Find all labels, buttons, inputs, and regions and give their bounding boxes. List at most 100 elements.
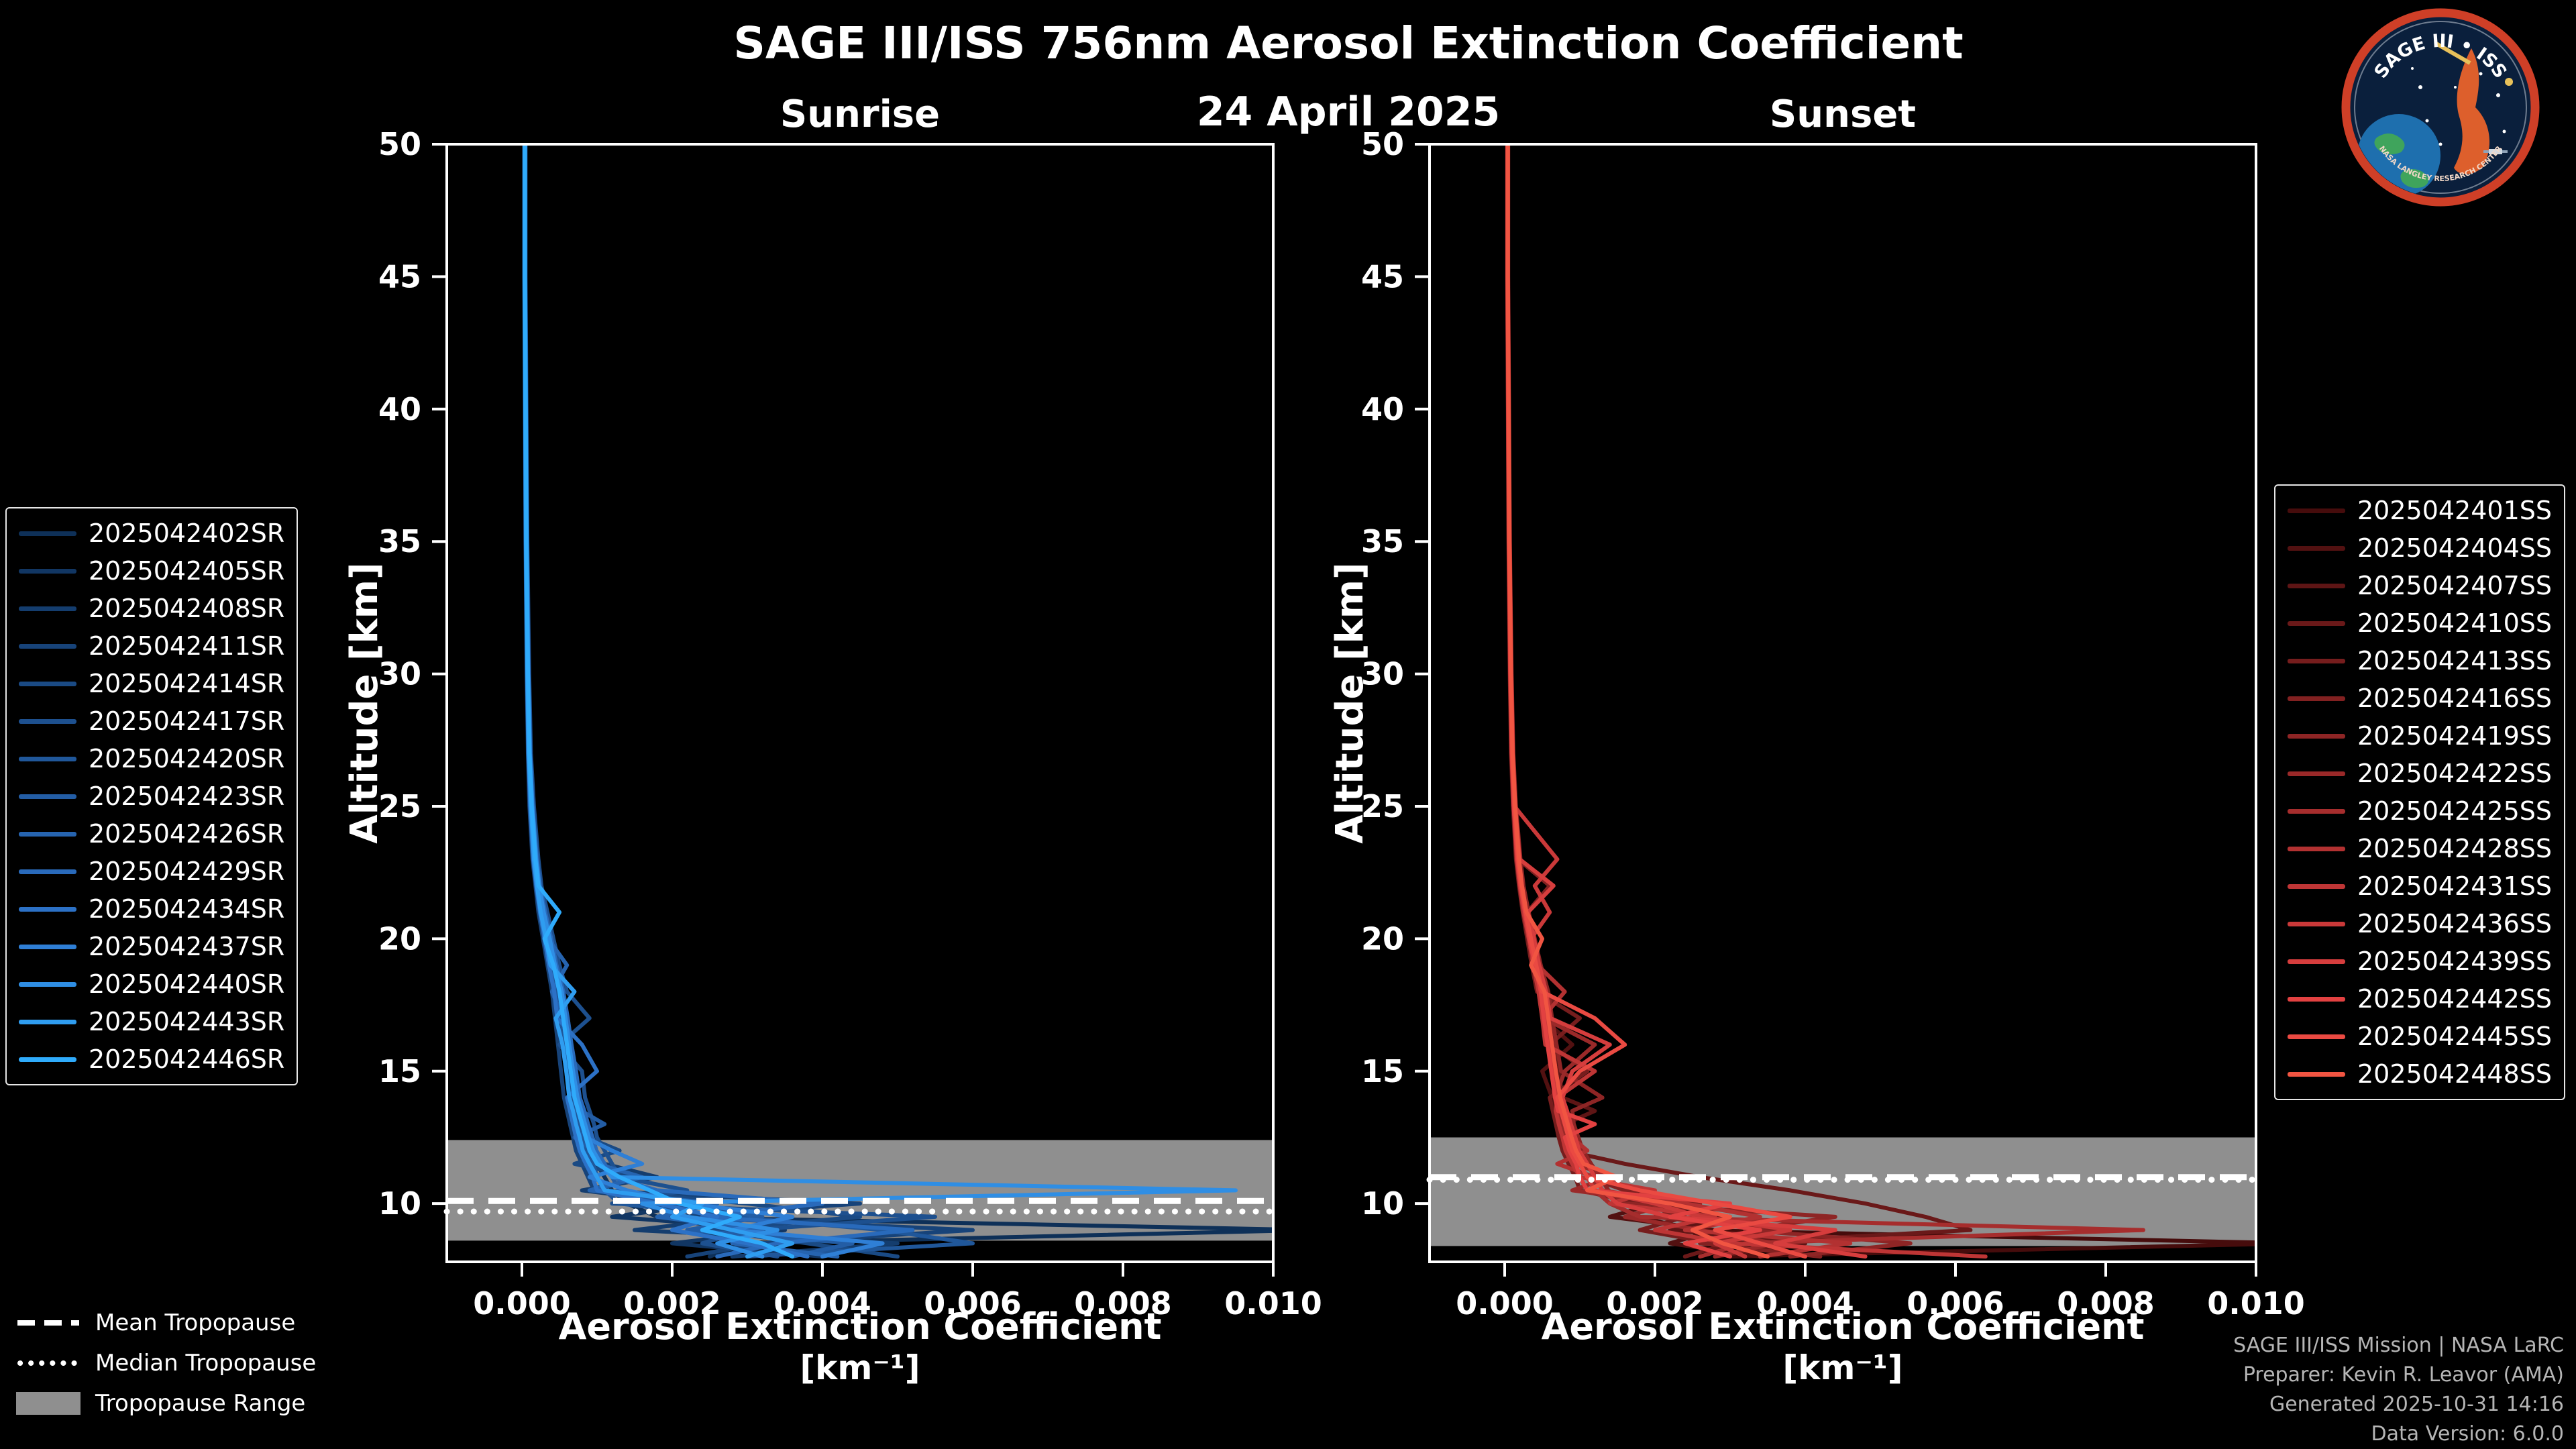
y-tick-label: 45: [378, 258, 421, 294]
y-tick-label: 10: [1361, 1185, 1404, 1222]
legend-color-line: [19, 906, 76, 912]
mean-tropopause-swatch: [17, 1320, 79, 1326]
sunrise-ylabel: Altitude [km]: [343, 562, 386, 844]
legend-item: 2025042448SS: [2287, 1059, 2552, 1089]
legend-color-line: [2287, 959, 2345, 964]
profile-line: [523, 144, 1273, 1259]
sunrise-legend: 2025042402SR 2025042405SR 2025042408SR 2025…: [5, 507, 299, 1085]
sunrise-xlabel-text: Aerosol Extinction Coefficient: [558, 1305, 1162, 1348]
legend-label: 2025042404SS: [2357, 533, 2552, 563]
y-tick-label: 40: [378, 391, 421, 427]
x-tick-label: 0.002: [623, 1285, 721, 1322]
patch-earth: [2357, 114, 2440, 197]
x-tick-label: 0.008: [2057, 1285, 2155, 1322]
sunrise-plot: 0.000 0.002 0.004 0.006 0.008 0.010 10 15 20 25 30…: [378, 126, 1322, 1322]
legend-label: 2025042440SR: [89, 969, 285, 999]
page-title: SAGE III/ISS 756nm Aerosol Extinction Co…: [733, 17, 1964, 69]
legend-item: 2025042401SS: [2287, 495, 2552, 526]
tropopause-range-legend-item: Tropopause Range: [16, 1389, 316, 1418]
x-tick-label: 0.006: [924, 1285, 1022, 1322]
legend-item: 2025042420SR: [19, 743, 284, 774]
legend-color-line: [19, 568, 76, 574]
legend-item: 2025042402SR: [19, 518, 284, 549]
legend-label: 2025042431SS: [2357, 871, 2552, 901]
legend-color-line: [2287, 771, 2345, 776]
legend-item: 2025042404SS: [2287, 533, 2552, 564]
tropopause-legend: Mean Tropopause Median Tropopause Tropop…: [16, 1308, 316, 1418]
y-tick-label: 45: [1361, 258, 1404, 294]
legend-label: 2025042425SS: [2357, 796, 2552, 826]
y-tick-label: 20: [378, 920, 421, 957]
legend-item: 2025042442SS: [2287, 983, 2552, 1014]
mean-tropopause-legend-item: Mean Tropopause: [16, 1308, 316, 1338]
legend-item: 2025042439SS: [2287, 946, 2552, 977]
credit-generated: Generated 2025-10-31 14:16: [2269, 1393, 2564, 1416]
legend-item: 2025042408SR: [19, 593, 284, 624]
legend-color-line: [19, 606, 76, 611]
legend-color-line: [19, 794, 76, 799]
legend-label: 2025042407SS: [2357, 571, 2552, 600]
x-tick-label: 0.006: [1907, 1285, 2004, 1322]
legend-label: 2025042414SR: [89, 669, 285, 698]
legend-item: 2025042428SS: [2287, 833, 2552, 864]
legend-label: 2025042405SR: [89, 556, 285, 586]
profile-line: [1505, 144, 1988, 1259]
y-tick-label: 10: [378, 1185, 421, 1222]
sunset-legend: 2025042401SS 2025042404SS 2025042407SS 2025…: [2273, 484, 2565, 1100]
patch-sun: [2505, 78, 2513, 86]
y-tick-label: 35: [378, 523, 421, 559]
tropopause-range-label: Tropopause Range: [95, 1390, 306, 1417]
legend-color-line: [2287, 696, 2345, 701]
x-tick-label: 0.004: [1756, 1285, 1854, 1322]
legend-item: 2025042413SS: [2287, 645, 2552, 676]
legend-label: 2025042448SS: [2357, 1059, 2552, 1089]
credit-preparer: Preparer: Kevin R. Leavor (AMA): [2243, 1363, 2564, 1387]
profile-line: [523, 144, 900, 1259]
legend-label: 2025042413SS: [2357, 646, 2552, 676]
profile-line: [1505, 144, 2145, 1259]
legend-color-line: [2287, 508, 2345, 513]
legend-color-line: [2287, 545, 2345, 551]
legend-item: 2025042440SR: [19, 969, 284, 1000]
legend-item: 2025042437SR: [19, 931, 284, 962]
profile-line: [523, 144, 900, 1259]
profile-line: [1505, 144, 1973, 1259]
y-tick-label: 25: [378, 788, 421, 824]
legend-color-line: [2287, 808, 2345, 814]
mean-tropopause-label: Mean Tropopause: [95, 1309, 296, 1336]
legend-item: 2025042436SS: [2287, 908, 2552, 939]
legend-label: 2025042436SS: [2357, 909, 2552, 938]
x-tick-label: 0.008: [1074, 1285, 1172, 1322]
profile-line: [1505, 144, 1762, 1259]
legend-color-line: [2287, 1071, 2345, 1077]
patch-iss-satellite: [2483, 149, 2508, 154]
legend-color-line: [2287, 996, 2345, 1002]
legend-color-line: [2287, 921, 2345, 926]
x-tick-label: 0.000: [1456, 1285, 1554, 1322]
x-tick-label: 0.004: [773, 1285, 871, 1322]
legend-item: 2025042425SS: [2287, 796, 2552, 826]
legend-item: 2025042405SR: [19, 555, 284, 586]
sunrise-xlabel: Aerosol Extinction Coefficient [km⁻¹]: [447, 1305, 1273, 1387]
legend-color-line: [19, 869, 76, 874]
profile-line: [522, 144, 975, 1259]
legend-label: 2025042419SS: [2357, 721, 2552, 751]
legend-item: 2025042407SS: [2287, 570, 2552, 601]
legend-label: 2025042446SR: [89, 1044, 285, 1074]
legend-label: 2025042416SS: [2357, 684, 2552, 713]
legend-color-line: [19, 944, 76, 949]
legend-item: 2025042423SR: [19, 781, 284, 812]
credit-data-version: Data Version: 6.0.0: [2371, 1422, 2564, 1446]
legend-color-line: [19, 718, 76, 724]
profile-line: [523, 144, 795, 1259]
y-tick-label: 40: [1361, 391, 1404, 427]
y-tick-label: 30: [378, 656, 421, 692]
legend-label: 2025042417SR: [89, 706, 285, 736]
patch-trumpet: [2434, 41, 2471, 65]
sunset-xlabel-units: [km⁻¹]: [1782, 1348, 1903, 1387]
legend-color-line: [19, 1057, 76, 1062]
sunset-panel-title: Sunset: [1769, 93, 1917, 136]
y-tick-label: 30: [1361, 656, 1404, 692]
date-title: 24 April 2025: [1196, 89, 1501, 136]
legend-color-line: [2287, 1034, 2345, 1039]
